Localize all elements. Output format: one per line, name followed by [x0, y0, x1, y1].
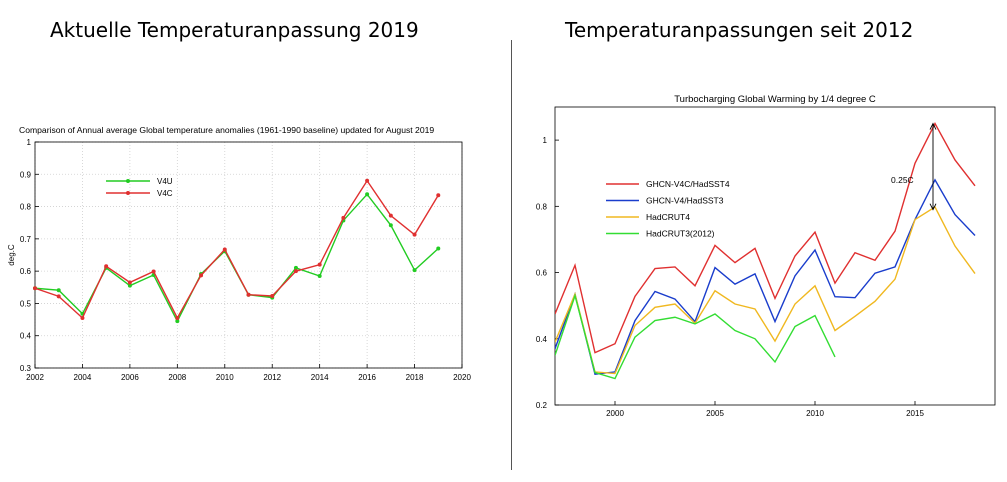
y-tick-label: 0.5 [20, 299, 32, 308]
x-tick-label: 2010 [806, 409, 824, 418]
legend-label-ghcn-v4-hadsst3: GHCN-V4/HadSST3 [646, 196, 724, 206]
comparison-chart: Comparison of Annual average Global temp… [7, 125, 471, 382]
chart-title: Comparison of Annual average Global temp… [19, 125, 434, 135]
x-tick-label: 2020 [453, 373, 471, 382]
data-point-v4c [127, 280, 132, 285]
y-tick-label: 0.4 [536, 335, 548, 344]
x-tick-label: 2008 [168, 373, 186, 382]
data-point-v4u [436, 246, 441, 251]
series-line-v4u [34, 193, 439, 323]
x-tick-label: 2014 [311, 373, 329, 382]
y-tick-label: 0.9 [20, 170, 32, 179]
data-point-v4c [151, 269, 156, 274]
left-heading: Aktuelle Temperaturanpassung 2019 [50, 18, 419, 42]
x-tick-label: 2015 [906, 409, 924, 418]
data-point-v4c [341, 215, 346, 220]
data-point-v4c [388, 213, 393, 218]
x-tick-label: 2010 [216, 373, 234, 382]
x-tick-label: 2006 [121, 373, 139, 382]
data-point-v4u [317, 273, 322, 278]
series-line-hadcrut3-2012- [555, 293, 836, 380]
divider-line [511, 40, 512, 470]
x-tick-label: 2016 [358, 373, 376, 382]
data-point-v4c [365, 178, 370, 183]
annotation-arrow-head-bottom [929, 203, 937, 211]
data-point-v4c [222, 247, 227, 252]
x-tick-label: 2002 [26, 373, 44, 382]
legend-label-ghcn-v4c-hadsst4: GHCN-V4C/HadSST4 [646, 179, 730, 189]
legend-marker-v4c [126, 191, 130, 195]
data-point-v4u [293, 265, 298, 270]
legend-label-v4u: V4U [157, 177, 173, 186]
data-point-v4c [175, 315, 180, 320]
data-point-v4u [56, 288, 61, 293]
series-line-ghcn-v4c-hadsst4 [555, 122, 976, 354]
x-tick-label: 2018 [406, 373, 424, 382]
y-tick-label: 0.6 [20, 267, 32, 276]
y-tick-label: 0.3 [20, 364, 32, 373]
data-point-v4c [246, 292, 251, 297]
y-tick-label: 0.4 [20, 332, 32, 341]
y-tick-label: 0.6 [536, 269, 548, 278]
x-tick-label: 2004 [74, 373, 92, 382]
data-point-v4u [127, 283, 132, 288]
x-tick-label: 2005 [706, 409, 724, 418]
y-tick-label: 1 [27, 138, 32, 147]
y-tick-label: 0.2 [536, 401, 548, 410]
y-tick-label: 1 [543, 136, 548, 145]
data-point-v4c [293, 269, 298, 274]
data-point-v4c [33, 286, 37, 291]
legend-label-v4c: V4C [157, 189, 173, 198]
x-tick-label: 2000 [606, 409, 624, 418]
data-point-v4c [199, 273, 204, 278]
data-point-v4c [436, 193, 441, 198]
data-point-v4u [388, 223, 393, 228]
series-line-ghcn-v4-hadsst3 [555, 178, 976, 375]
series-line-v4c [34, 179, 439, 320]
data-point-v4u [365, 192, 370, 197]
y-axis-label: deg.C [7, 244, 16, 266]
series-line-hadcrut4 [555, 205, 976, 375]
y-tick-label: 0.8 [20, 203, 32, 212]
legend-marker-v4u [126, 179, 130, 183]
x-tick-label: 2012 [263, 373, 281, 382]
right-heading: Temperaturanpassungen seit 2012 [565, 18, 914, 42]
data-point-v4u [412, 268, 417, 273]
legend-label-hadcrut3-2012-: HadCRUT3(2012) [646, 229, 715, 239]
annotation-arrow-head-top [929, 122, 937, 130]
data-point-v4c [56, 294, 61, 299]
data-point-v4u [175, 319, 180, 324]
data-point-v4c [80, 315, 85, 320]
y-tick-label: 0.7 [20, 235, 32, 244]
data-point-v4c [317, 262, 322, 267]
annotation-label: 0.25C [891, 175, 914, 185]
legend-label-hadcrut4: HadCRUT4 [646, 212, 690, 222]
data-point-v4c [270, 294, 275, 299]
data-point-v4c [412, 232, 417, 237]
plot-frame [34, 141, 463, 369]
y-tick-label: 0.8 [536, 202, 548, 211]
data-point-v4c [104, 264, 109, 269]
plot-frame [554, 106, 996, 406]
chart-title: Turbocharging Global Warming by 1/4 degr… [674, 94, 876, 105]
turbocharging-chart: Turbocharging Global Warming by 1/4 degr… [536, 94, 996, 418]
